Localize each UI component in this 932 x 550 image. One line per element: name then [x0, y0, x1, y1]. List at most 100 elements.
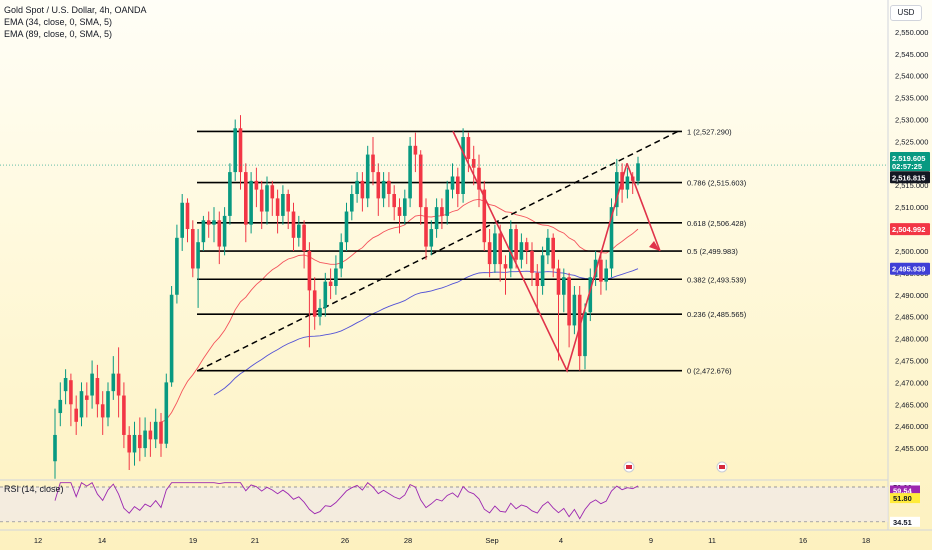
rsi-tag-text: 51.80 [893, 494, 912, 503]
candle-body [201, 220, 206, 243]
candle-body [556, 268, 561, 295]
fib-level-label: 1 (2,527.290) [687, 127, 732, 136]
fib-level-label: 0.5 (2,499.983) [687, 247, 738, 256]
candle-body [524, 242, 529, 251]
time-tick-label: 9 [649, 536, 653, 545]
candle-body [350, 194, 354, 212]
candle-body [360, 180, 365, 199]
candle-body [164, 382, 169, 444]
candle-body [233, 128, 237, 173]
candle-body [53, 434, 57, 462]
candle-body [63, 378, 68, 392]
candle-body [228, 172, 232, 216]
candle-body [376, 172, 381, 199]
candle-body [355, 180, 359, 194]
time-tick-label: 11 [708, 536, 716, 545]
candle-body [461, 137, 465, 194]
rsi-legend[interactable]: RSI (14, close) [4, 484, 64, 494]
time-tick-label: 12 [34, 536, 42, 545]
candle-body [169, 294, 174, 383]
candle-body [408, 145, 412, 199]
candle-body [546, 237, 550, 256]
candle-body [95, 378, 100, 405]
candle-body [562, 277, 566, 295]
candle-body [509, 229, 513, 269]
candle-body [413, 145, 418, 155]
candle-body [456, 176, 460, 194]
fib-level-label: 0.382 (2,493.539) [687, 275, 747, 284]
candle-body [482, 189, 487, 243]
ema34-tag-text: 2,504.992 [892, 225, 925, 234]
candle-body [339, 242, 343, 269]
candle-body [175, 237, 179, 295]
candle-body [249, 180, 253, 225]
candle-body [244, 172, 248, 225]
price-tick-label: 2,490.000 [895, 291, 928, 300]
candle-body [328, 281, 333, 286]
rsi-tag-text: 34.51 [893, 518, 912, 527]
ema34-tag [890, 223, 930, 236]
candle-body [625, 176, 630, 190]
last-price-tag [890, 152, 930, 165]
price-tick-label: 2,510.000 [895, 203, 928, 212]
rsi-line [54, 482, 639, 520]
candle-body [477, 167, 481, 190]
ema34-legend[interactable]: EMA (34, close, 0, SMA, 5) [4, 17, 113, 27]
ema89-tag-text: 2,495.939 [892, 265, 925, 274]
candle-body [567, 277, 571, 326]
time-tick-label: 19 [189, 536, 197, 545]
candle-body [217, 220, 222, 247]
currency-button[interactable]: USD [890, 5, 922, 21]
countdown-tag [890, 161, 930, 172]
candle-body [127, 434, 131, 453]
candle-body [615, 172, 619, 208]
fib-level-label: 0.618 (2,506.428) [687, 219, 747, 228]
price-tick-label: 2,540.000 [895, 72, 928, 81]
candle-body [572, 294, 577, 326]
prev-close-tag [890, 171, 930, 184]
fib-level-label: 0.786 (2,515.603) [687, 179, 747, 188]
candle-body [302, 224, 306, 251]
symbol-title[interactable]: Gold Spot / U.S. Dollar, 4h, OANDA [4, 5, 147, 15]
candle-body [424, 207, 428, 247]
ema89-line [213, 268, 639, 396]
candle-body [143, 430, 147, 449]
price-tick-label: 2,545.000 [895, 50, 928, 59]
price-tick-label: 2,550.000 [895, 28, 928, 37]
time-tick-label: 21 [251, 536, 259, 545]
candle-body [132, 434, 137, 453]
candle-body [583, 312, 587, 357]
candle-body [440, 207, 444, 216]
candle-body [588, 277, 593, 313]
economic-event-flag [719, 465, 725, 469]
price-tick-label: 2,470.000 [895, 378, 928, 387]
price-axis: 2,455.000 2,460.000 2,465.000 2,470.000 2,47… [887, 0, 930, 530]
candle-body [445, 189, 449, 216]
candle-body [519, 242, 524, 260]
rsi-tag-text: 59.54 [893, 486, 913, 495]
price-tick-label: 2,475.000 [895, 356, 928, 365]
time-tick-label: 16 [799, 536, 807, 545]
candle-body [116, 373, 121, 396]
candle-body [259, 189, 264, 212]
candle-body [159, 421, 163, 444]
candle-body [418, 154, 423, 208]
candle-body [551, 237, 555, 269]
candle-body [636, 163, 640, 181]
candle-body [318, 307, 322, 317]
candle-body [450, 176, 455, 190]
candles [53, 115, 640, 479]
candle-body [387, 180, 391, 194]
candle-body [85, 395, 89, 400]
candle-body [307, 250, 312, 291]
candle-body [90, 373, 94, 396]
candle-body [196, 242, 200, 269]
ema89-legend[interactable]: EMA (89, close, 0, SMA, 5) [4, 29, 113, 39]
candle-body [429, 229, 434, 247]
candle-body [334, 268, 338, 286]
candle-body [191, 229, 195, 269]
candle-body [153, 421, 158, 440]
